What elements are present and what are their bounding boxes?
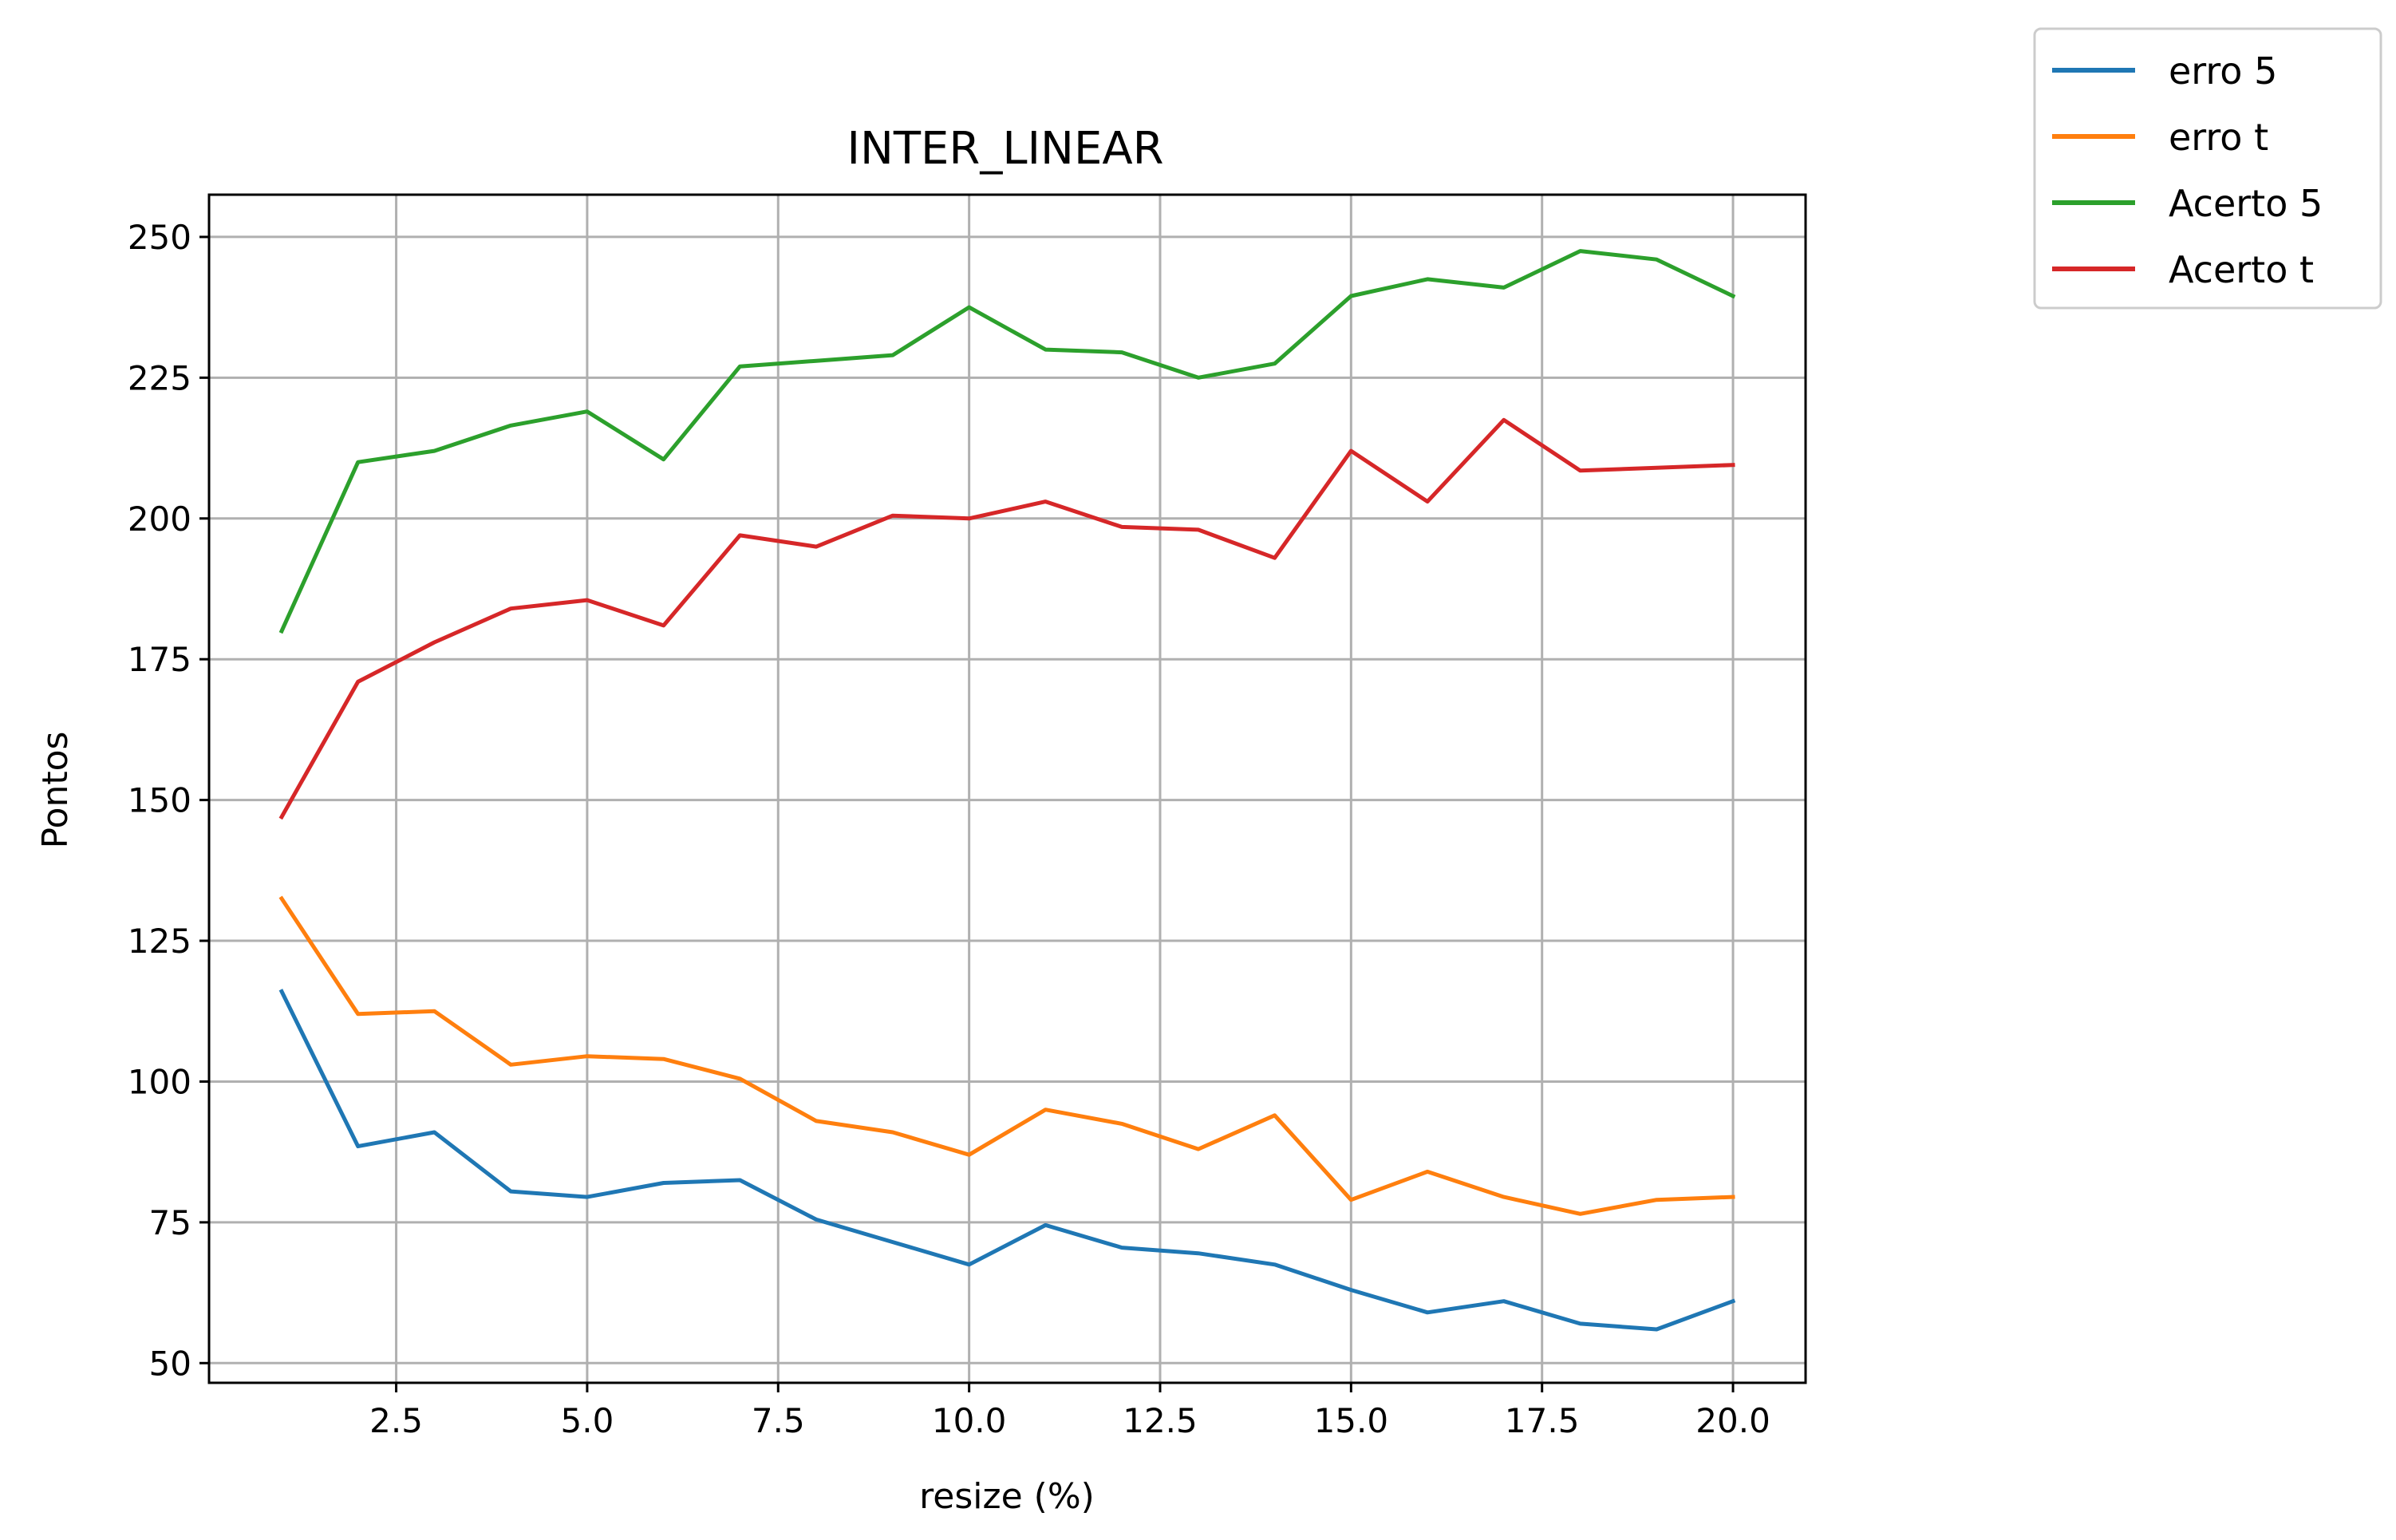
y-tick-label: 125 <box>128 922 191 961</box>
legend-label-erro-t: erro t <box>2169 116 2268 159</box>
x-tick-label: 12.5 <box>1123 1401 1198 1440</box>
series-lines <box>278 249 1736 1332</box>
y-tick-label: 100 <box>128 1062 191 1101</box>
y-tick-label: 200 <box>128 500 191 539</box>
y-tick-label: 250 <box>128 218 191 257</box>
y-tick-label: 175 <box>128 640 191 679</box>
y-axis-label: Pontos <box>35 732 76 849</box>
axis-ticks: 2.5 5.0 7.5 10.0 12.5 15.0 17.5 20.0 50 75 100 125 1… <box>128 218 1770 1440</box>
y-tick-label: 150 <box>128 781 191 820</box>
plot-frame <box>207 193 1807 1384</box>
grid-lines <box>209 195 1806 1383</box>
y-tick-label: 225 <box>128 358 191 397</box>
y-tick-label: 75 <box>149 1203 191 1242</box>
x-tick-label: 15.0 <box>1314 1401 1389 1440</box>
series-line-erro-t <box>278 895 1735 1216</box>
chart-title: INTER_LINEAR <box>847 123 1163 175</box>
legend-label-acerto-t: Acerto t <box>2169 248 2314 291</box>
legend-label-acerto-5: Acerto 5 <box>2169 182 2323 225</box>
x-tick-label: 5.0 <box>561 1401 614 1440</box>
legend-box <box>2033 27 2382 310</box>
series-line-acerto-5 <box>278 249 1736 634</box>
series-line-acerto-t <box>278 417 1735 820</box>
legend-label-erro-5: erro 5 <box>2169 49 2277 93</box>
x-tick-label: 20.0 <box>1695 1401 1770 1440</box>
x-tick-label: 7.5 <box>752 1401 805 1440</box>
series-line-erro-5 <box>278 989 1736 1332</box>
x-tick-label: 10.0 <box>932 1401 1007 1440</box>
y-tick-label: 50 <box>149 1344 191 1383</box>
legend: erro 5 erro t Acerto 5 Acerto t <box>2033 27 2382 310</box>
x-tick-label: 2.5 <box>369 1401 423 1440</box>
x-axis-label: resize (%) <box>919 1476 1095 1517</box>
x-tick-label: 17.5 <box>1505 1401 1580 1440</box>
